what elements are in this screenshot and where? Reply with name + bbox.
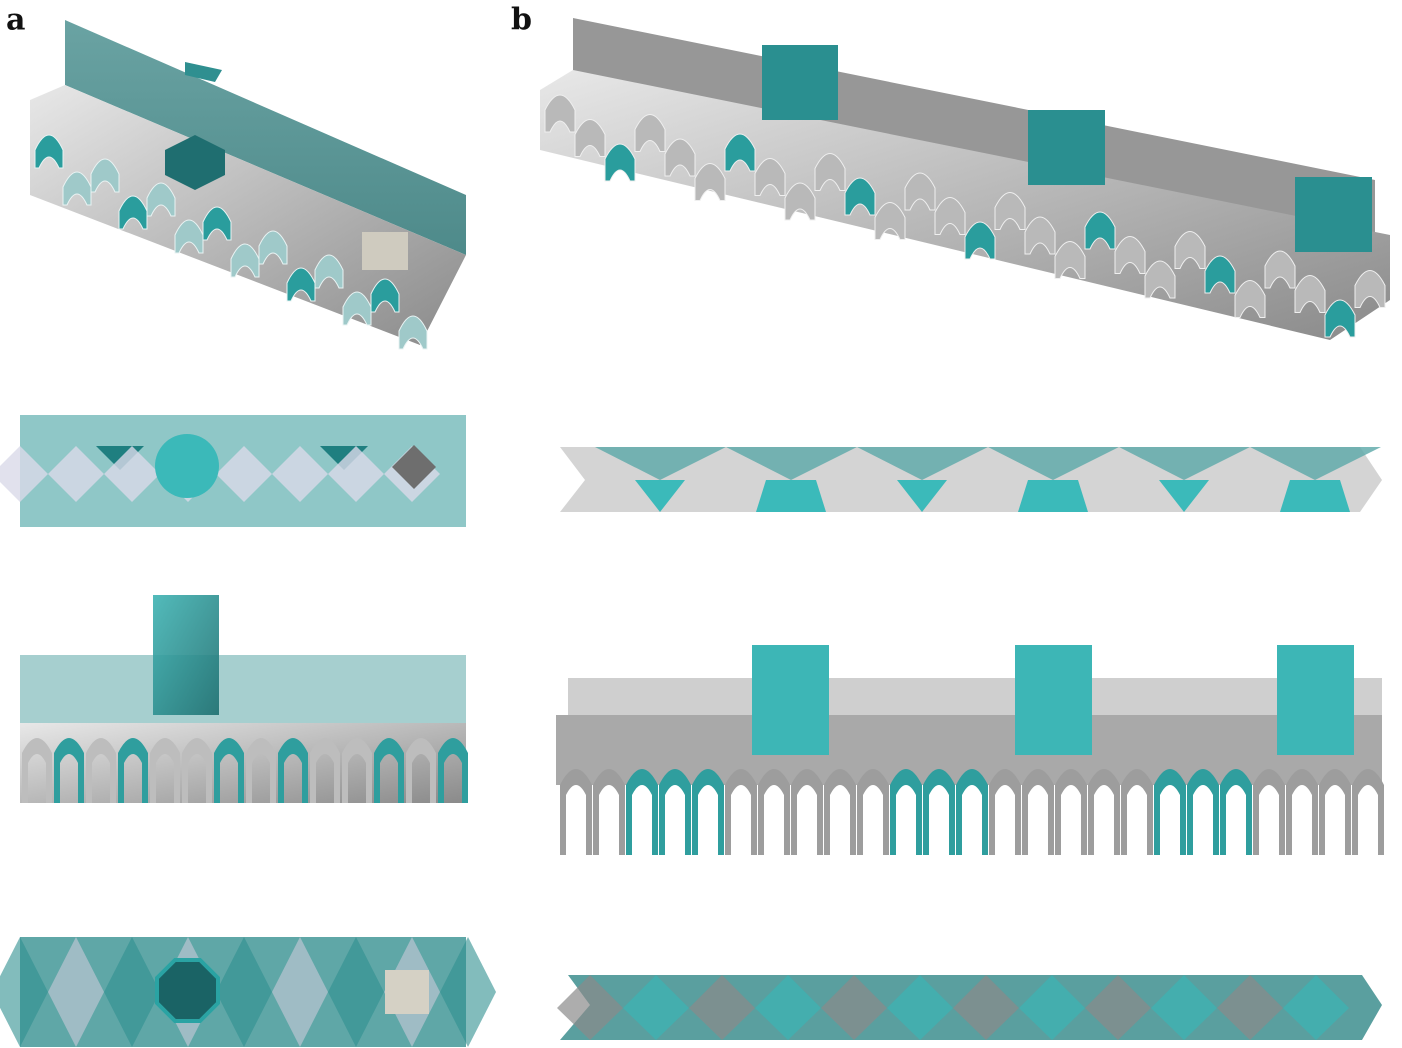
- arch: [725, 769, 757, 855]
- arch: [1187, 769, 1219, 855]
- arch-gap: [40, 803, 460, 833]
- arch: [758, 769, 790, 855]
- arch: [1121, 769, 1153, 855]
- render-b-elevation: [556, 645, 1384, 855]
- panel-label: a: [6, 3, 25, 38]
- render-b-ceiling: [557, 975, 1382, 1040]
- arch: [1088, 769, 1120, 855]
- arch: [560, 769, 592, 855]
- arch: [989, 769, 1021, 855]
- arch: [890, 769, 922, 855]
- page: a b: [0, 0, 1402, 1048]
- arch: [824, 769, 856, 855]
- arch: [1352, 769, 1384, 855]
- elevation-b-arches: [560, 769, 1384, 855]
- tile: [1018, 480, 1088, 512]
- arch: [1220, 769, 1252, 855]
- arch: [1022, 769, 1054, 855]
- tile: [1280, 480, 1350, 512]
- arch: [1253, 769, 1285, 855]
- arch: [923, 769, 955, 855]
- arch: [593, 769, 625, 855]
- panel-label: b: [511, 3, 532, 38]
- arch: [1154, 769, 1186, 855]
- render-a-plan: [0, 415, 466, 527]
- arch: [791, 769, 823, 855]
- render-b-plan: [560, 447, 1382, 512]
- arch: [659, 769, 691, 855]
- arch: [626, 769, 658, 855]
- tile: [756, 480, 826, 512]
- render-a-ceiling: [0, 937, 496, 1047]
- arch: [1286, 769, 1318, 855]
- arch: [692, 769, 724, 855]
- arch: [1319, 769, 1351, 855]
- figure: a b: [0, 0, 1402, 1048]
- arch: [857, 769, 889, 855]
- arch: [956, 769, 988, 855]
- render-a-elevation: [20, 595, 468, 833]
- arch: [1055, 769, 1087, 855]
